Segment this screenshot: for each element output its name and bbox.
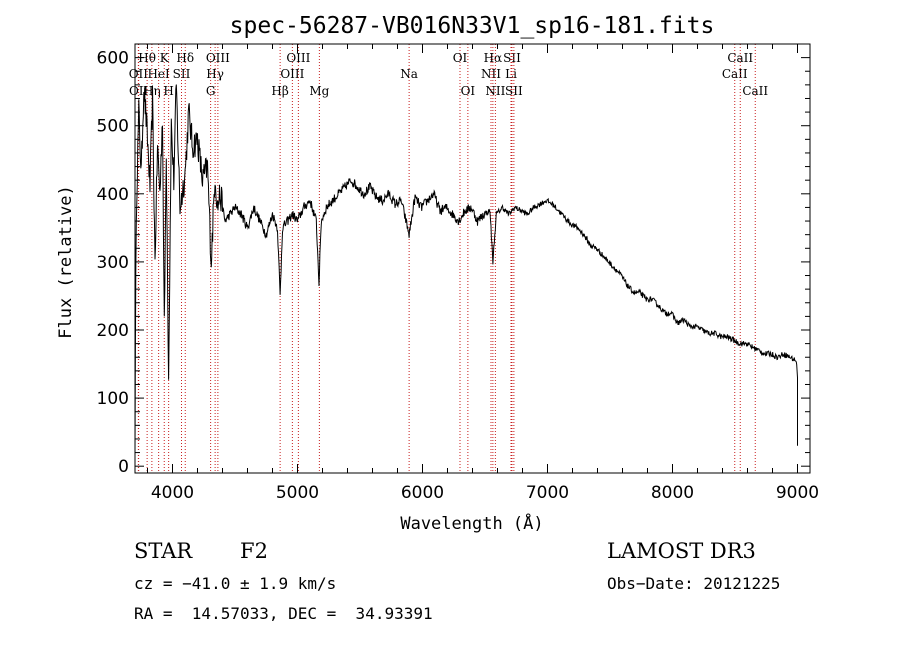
line-label-13: OIII bbox=[280, 67, 304, 81]
survey-name: LAMOST DR3 bbox=[607, 539, 756, 563]
line-label-16: Na bbox=[400, 67, 418, 81]
x-axis-label: Wavelength (Å) bbox=[400, 512, 543, 534]
line-label-19: NII bbox=[481, 67, 501, 81]
line-label-20: Hα bbox=[484, 51, 503, 65]
y-tick-label-4: 400 bbox=[97, 185, 129, 205]
line-label-22: Li bbox=[505, 67, 517, 81]
x-tick-label-5: 9000 bbox=[776, 483, 819, 503]
line-label-18: OI bbox=[461, 84, 476, 98]
line-label-23: SII bbox=[503, 51, 521, 65]
x-axis: 4000 5000 6000 7000 8000 9000 bbox=[147, 44, 819, 503]
y-axis-label: Flux (relative) bbox=[56, 185, 76, 339]
line-label-6: H bbox=[163, 84, 173, 98]
spectral-line-markers: OIIOIIHθHηHeIKHSIIHδGHγOIIIHβOIIIOIIIMgN… bbox=[129, 44, 768, 473]
line-label-21: NII bbox=[485, 84, 505, 98]
line-label-8: Hδ bbox=[176, 51, 194, 65]
line-label-10: Hγ bbox=[206, 67, 224, 81]
y-tick-label-3: 300 bbox=[97, 253, 129, 273]
line-label-3: Hη bbox=[143, 84, 161, 98]
line-label-15: Mg bbox=[309, 84, 329, 98]
obs-date: Obs−Date: 20121225 bbox=[607, 574, 781, 593]
y-tick-label-6: 600 bbox=[97, 49, 129, 69]
line-label-5: K bbox=[160, 51, 170, 65]
line-label-26: CaII bbox=[727, 51, 753, 65]
chart-title: spec-56287-VB016N33V1_sp16-181.fits bbox=[230, 13, 715, 39]
line-label-2: Hθ bbox=[138, 51, 156, 65]
x-tick-label-2: 6000 bbox=[401, 483, 444, 503]
y-tick-label-0: 0 bbox=[118, 457, 129, 477]
line-label-11: OIII bbox=[206, 51, 230, 65]
redshift-cz: cz = −41.0 ± 1.9 km/s bbox=[134, 574, 337, 593]
x-tick-label-1: 5000 bbox=[276, 483, 319, 503]
line-label-14: OIII bbox=[286, 51, 310, 65]
ra-dec: RA = 14.57033, DEC = 34.93391 bbox=[134, 604, 433, 623]
y-tick-label-1: 100 bbox=[97, 389, 129, 409]
plot-frame bbox=[134, 43, 811, 474]
object-subclass: F2 bbox=[240, 539, 268, 563]
spectrum-series bbox=[134, 84, 798, 452]
line-label-17: OI bbox=[453, 51, 468, 65]
line-label-9: G bbox=[206, 84, 216, 98]
line-label-4: HeI bbox=[147, 67, 170, 81]
spectrum-line bbox=[134, 84, 798, 452]
x-tick-label-4: 8000 bbox=[651, 483, 694, 503]
line-label-7: SII bbox=[173, 67, 191, 81]
object-type: STAR bbox=[134, 539, 193, 563]
line-label-25: CaII bbox=[722, 67, 748, 81]
line-label-27: CaII bbox=[742, 84, 768, 98]
line-label-24: SII bbox=[505, 84, 523, 98]
y-tick-label-5: 500 bbox=[97, 117, 129, 137]
x-tick-label-0: 4000 bbox=[151, 483, 194, 503]
x-tick-label-3: 7000 bbox=[526, 483, 569, 503]
y-axis: 0 100 200 300 400 500 600 bbox=[97, 49, 810, 477]
y-tick-label-2: 200 bbox=[97, 321, 129, 341]
line-label-12: Hβ bbox=[271, 84, 288, 98]
